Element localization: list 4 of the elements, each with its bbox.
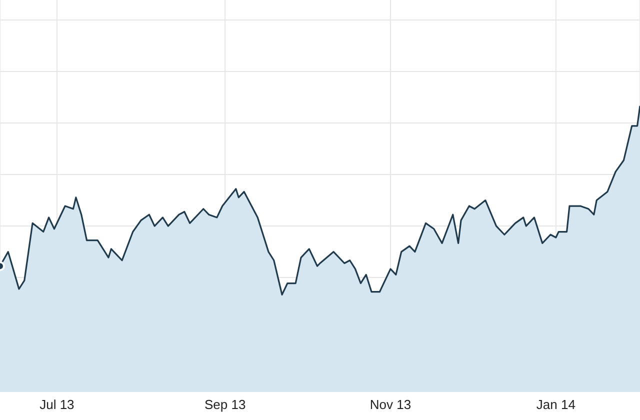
x-tick-label: Nov 13 bbox=[370, 397, 412, 412]
x-tick-label: Sep 13 bbox=[204, 397, 246, 412]
x-tick-label: Jan 14 bbox=[536, 397, 576, 412]
x-tick-label: Jul 13 bbox=[40, 397, 74, 412]
